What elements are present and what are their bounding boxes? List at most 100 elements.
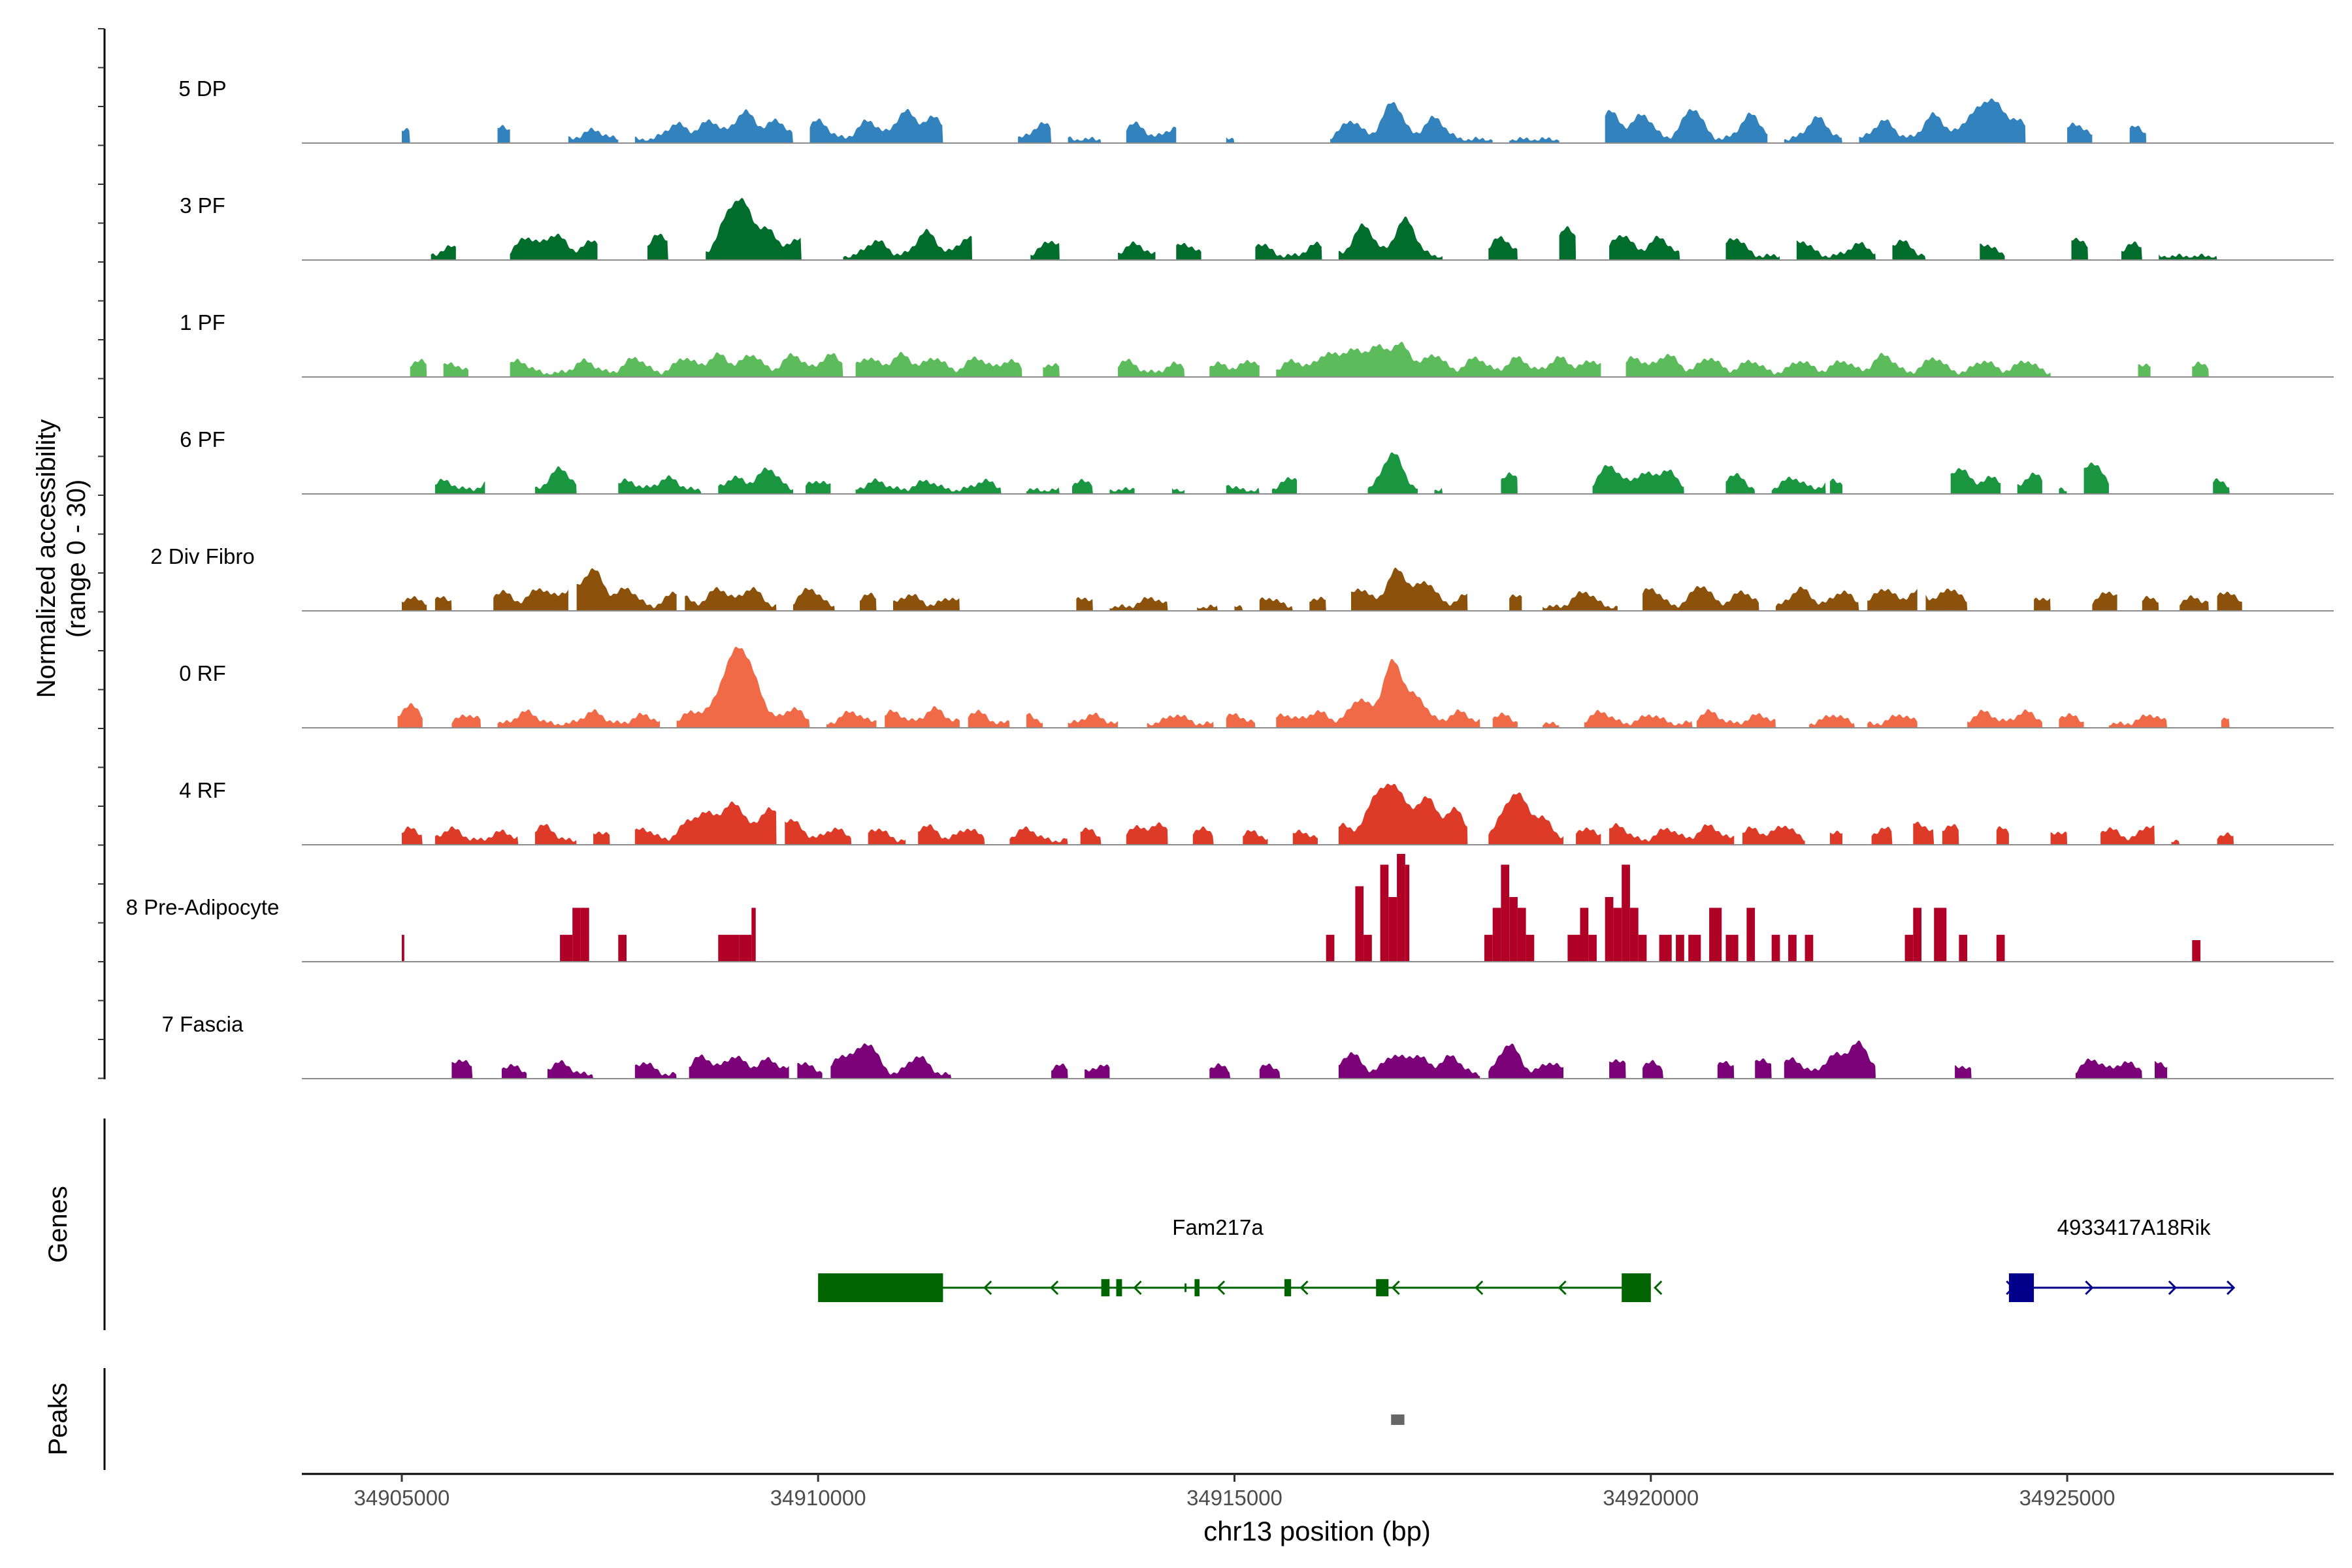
coverage-5-dp-segment-4 xyxy=(809,108,943,143)
y-axis-label-line1: Normalized accessibility xyxy=(32,419,61,698)
coverage-8-pre-adipocyte-bar-10 xyxy=(1364,934,1372,962)
gene-label-4933417a18rik: 4933417A18Rik xyxy=(2057,1215,2211,1239)
coverage-0-rf-segment-9 xyxy=(1147,714,1214,728)
coverage-2-div-fibro-segment-19 xyxy=(1867,589,1918,611)
coverage-8-pre-adipocyte-bar-22 xyxy=(1580,907,1589,962)
coverage-4-rf-segment-14 xyxy=(1338,783,1468,845)
coverage-4-rf-segment-18 xyxy=(1742,825,1805,845)
coverage-3-pf-segment-9 xyxy=(1338,216,1443,260)
coverage-7-fascia-segment-13 xyxy=(1609,1059,1626,1079)
coverage-1-pf-segment-4 xyxy=(1043,363,1060,377)
coverage-0-rf-segment-16 xyxy=(1809,715,1855,728)
coverage-2-div-fibro-segment-2 xyxy=(493,588,568,611)
gene-strand-arrow-4933417a18rik-0 xyxy=(2006,1280,2015,1296)
gene-strand-arrow-fam217a-8 xyxy=(1654,1280,1663,1296)
coverage-4-rf-segment-17 xyxy=(1609,823,1735,845)
coverage-6-pf-segment-1 xyxy=(534,466,577,494)
coverage-7-fascia-segment-5 xyxy=(797,1062,823,1079)
peaks-axis-label: Peaks xyxy=(44,1382,73,1455)
coverage-1-pf-segment-9 xyxy=(2138,363,2151,377)
gene-strand-arrow-fam217a-7 xyxy=(1558,1280,1567,1296)
gene-strand-arrow-fam217a-1 xyxy=(1050,1280,1059,1296)
coverage-3-pf-segment-2 xyxy=(647,233,668,260)
gene-strand-arrow-4933417a18rik-1 xyxy=(2085,1280,2094,1296)
coverage-3-pf-segment-17 xyxy=(2071,237,2088,260)
coverage-8-pre-adipocyte-bar-7 xyxy=(751,907,756,962)
coverage-5-dp-segment-8 xyxy=(1226,137,1235,143)
coverage-3-pf-segment-7 xyxy=(1176,242,1201,260)
coverage-7-fascia-segment-7 xyxy=(1051,1063,1068,1079)
coverage-8-pre-adipocyte-bar-34 xyxy=(1746,907,1756,962)
coverage-4-rf-segment-16 xyxy=(1576,827,1601,845)
coverage-8-pre-adipocyte-bar-38 xyxy=(1904,934,1914,962)
coverage-0-rf-segment-0 xyxy=(397,703,423,728)
coverage-2-div-fibro-segment-14 xyxy=(1351,567,1468,611)
gene-models xyxy=(818,1273,2236,1302)
coverage-4-rf-segment-13 xyxy=(1292,829,1318,845)
x-tick-label-4: 34925000 xyxy=(2019,1486,2115,1510)
coverage-8-pre-adipocyte-bar-33 xyxy=(1725,934,1739,962)
genes-axis-label: Genes xyxy=(44,1186,73,1263)
coverage-5-dp-segment-7 xyxy=(1126,121,1177,143)
coverage-4-rf-segment-0 xyxy=(402,826,423,845)
gene-strand-arrow-fam217a-3 xyxy=(1216,1280,1226,1296)
coverage-3-pf-segment-13 xyxy=(1725,238,1780,260)
coverage-6-pf-segment-20 xyxy=(2017,472,2042,494)
coverage-1-pf-segment-10 xyxy=(2192,361,2209,377)
coverage-2-div-fibro-segment-23 xyxy=(2142,596,2159,611)
gene-strand-arrow-fam217a-0 xyxy=(983,1280,992,1296)
coverage-0-rf-segment-11 xyxy=(1276,659,1480,728)
gene-strand-arrow-fam217a-2 xyxy=(1133,1280,1142,1296)
coverage-8-pre-adipocyte-bar-3 xyxy=(581,907,589,962)
coverage-4-rf-segment-9 xyxy=(1080,827,1102,845)
coverage-2-div-fibro-segment-8 xyxy=(1076,597,1093,611)
coverage-7-fascia-segment-14 xyxy=(1642,1060,1663,1079)
coverage-5-dp-segment-13 xyxy=(1859,98,2026,143)
coverage-2-div-fibro-segment-18 xyxy=(1776,586,1859,611)
coverage-4-rf-segment-7 xyxy=(918,824,985,845)
x-axis-label: chr13 position (bp) xyxy=(1203,1516,1431,1546)
coverage-0-rf-segment-5 xyxy=(885,706,960,728)
coverage-3-pf-segment-18 xyxy=(2121,241,2142,260)
gene-exon-fam217a-5 xyxy=(1284,1279,1292,1297)
track-label-7fascia: 7 Fascia xyxy=(162,1012,244,1036)
coverage-1-pf-segment-3 xyxy=(855,351,1022,377)
coverage-8-pre-adipocyte-bar-39 xyxy=(1913,907,1921,962)
coverage-8-pre-adipocyte-bar-40 xyxy=(1934,907,1947,962)
coverage-6-pf-segment-6 xyxy=(1026,487,1060,494)
coverage-1-pf-segment-0 xyxy=(410,359,427,377)
coverage-6-pf-segment-3 xyxy=(718,467,793,494)
coverage-8-pre-adipocyte-bar-21 xyxy=(1567,934,1580,962)
coverage-4-rf-segment-11 xyxy=(1192,826,1214,845)
coverage-8-pre-adipocyte-bar-5 xyxy=(718,934,740,962)
coverage-8-pre-adipocyte-bar-14 xyxy=(1405,864,1410,962)
coverage-0-rf-segment-3 xyxy=(676,647,810,728)
gene-exon-fam217a-7 xyxy=(1622,1273,1651,1302)
x-tick-label-1: 34910000 xyxy=(770,1486,866,1510)
coverage-2-div-fibro-segment-9 xyxy=(1109,596,1168,611)
coverage-3-pf-segment-0 xyxy=(431,245,456,260)
coverage-3-pf-segment-10 xyxy=(1488,236,1518,260)
coverage-7-fascia-segment-8 xyxy=(1085,1064,1110,1079)
gene-strand-arrow-4933417a18rik-3 xyxy=(2226,1280,2236,1296)
track-label-5dp: 5 DP xyxy=(178,76,226,101)
coverage-8-pre-adipocyte-bar-13 xyxy=(1397,854,1405,962)
coverage-6-pf-segment-19 xyxy=(1950,468,2001,494)
coverage-3-pf-segment-3 xyxy=(706,197,802,260)
coverage-7-fascia-segment-20 xyxy=(2155,1060,2168,1079)
coverage-5-dp-segment-5 xyxy=(1018,122,1052,143)
coverage-3-pf-segment-15 xyxy=(1892,239,1926,260)
coverage-6-pf-segment-21 xyxy=(2059,487,2068,494)
coverage-8-pre-adipocyte-bar-28 xyxy=(1638,934,1647,962)
coverage-8-pre-adipocyte-bar-4 xyxy=(618,934,627,962)
coverage-3-pf-segment-16 xyxy=(1980,244,2005,260)
gene-exon-fam217a-6 xyxy=(1376,1279,1389,1297)
coverage-2-div-fibro-segment-1 xyxy=(434,596,452,611)
coverage-7-fascia-segment-16 xyxy=(1755,1058,1772,1079)
coverage-7-fascia-segment-9 xyxy=(1209,1063,1231,1079)
coverage-0-rf-segment-6 xyxy=(968,710,1010,728)
coverage-8-pre-adipocyte-bar-11 xyxy=(1380,864,1389,962)
coverage-3-pf-segment-8 xyxy=(1255,241,1322,260)
coverage-6-pf-segment-9 xyxy=(1171,488,1185,494)
